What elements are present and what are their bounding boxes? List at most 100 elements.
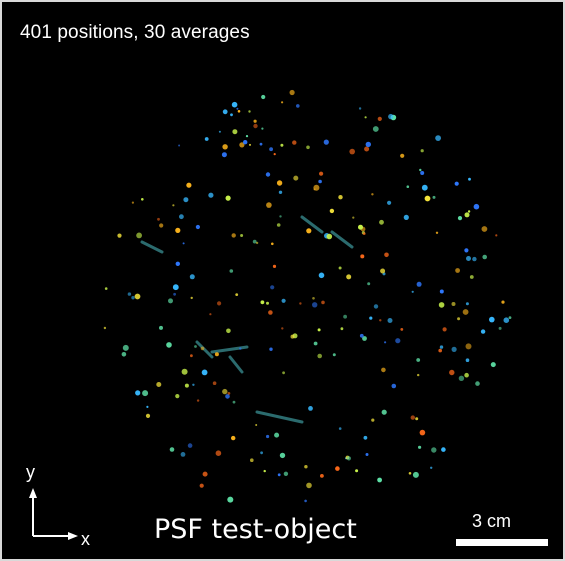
psf-point — [296, 104, 300, 108]
psf-point — [227, 496, 234, 503]
psf-point — [225, 394, 230, 399]
psf-point — [204, 137, 209, 141]
psf-point — [464, 248, 469, 253]
psf-point — [131, 201, 134, 204]
psf-point — [338, 266, 342, 270]
acquisition-info: 401 positions, 30 averages — [20, 22, 250, 43]
psf-point — [260, 300, 265, 305]
psf-point — [250, 458, 254, 463]
psf-point — [481, 226, 488, 232]
x-axis-label: x — [81, 529, 90, 549]
psf-point — [187, 443, 193, 448]
psf-point — [240, 234, 244, 237]
psf-point — [226, 328, 231, 334]
psf-point — [469, 275, 474, 279]
psf-point — [261, 94, 266, 100]
psf-point — [329, 208, 335, 214]
psf-point — [465, 302, 469, 306]
psf-point — [156, 382, 162, 387]
psf-point — [306, 228, 312, 234]
psf-point — [372, 126, 379, 132]
psf-point — [312, 302, 318, 308]
psf-streak — [330, 230, 354, 249]
psf-point — [451, 346, 457, 352]
psf-point — [175, 261, 180, 266]
psf-points — [103, 89, 512, 503]
psf-point — [381, 409, 387, 415]
psf-point — [355, 469, 359, 473]
psf-point — [432, 195, 436, 199]
psf-point — [280, 143, 284, 147]
psf-point — [387, 200, 392, 205]
psf-point — [313, 341, 318, 346]
psf-point — [221, 152, 227, 158]
psf-point — [439, 345, 444, 349]
psf-point — [103, 326, 107, 330]
psf-point — [508, 316, 512, 319]
psf-point — [266, 202, 272, 208]
y-axis-label: y — [26, 462, 35, 482]
psf-point — [218, 130, 221, 133]
psf-point — [239, 347, 242, 350]
psf-point — [367, 282, 371, 286]
psf-point — [243, 140, 248, 145]
psf-point — [308, 406, 313, 411]
psf-point — [209, 313, 212, 316]
psf-point — [377, 477, 382, 483]
psf-point — [276, 223, 281, 227]
psf-point — [127, 292, 132, 296]
psf-point — [277, 473, 281, 477]
psf-point — [343, 314, 347, 319]
psf-point — [252, 239, 257, 244]
psf-point — [480, 329, 486, 334]
psf-point — [190, 354, 193, 358]
psf-point — [424, 195, 431, 202]
psf-point — [175, 227, 181, 233]
psf-point — [261, 127, 264, 130]
psf-point — [412, 471, 419, 478]
psf-point — [468, 177, 471, 181]
psf-point — [360, 254, 365, 259]
psf-point — [304, 465, 308, 469]
psf-point — [232, 129, 238, 135]
psf-point — [379, 319, 382, 322]
psf-streak — [195, 340, 214, 359]
psf-point — [281, 298, 286, 303]
psf-point — [421, 184, 428, 191]
psf-point — [467, 210, 471, 213]
psf-point — [231, 233, 236, 238]
psf-point — [136, 232, 143, 239]
psf-point — [313, 184, 320, 191]
psf-point — [419, 429, 426, 436]
psf-point — [410, 415, 415, 420]
psf-point — [172, 284, 179, 291]
psf-point — [279, 452, 286, 459]
psf-point — [283, 471, 289, 476]
psf-point — [365, 141, 371, 148]
psf-point — [420, 149, 424, 153]
psf-point — [268, 310, 273, 315]
psf-point — [416, 281, 422, 287]
psf-point — [131, 296, 135, 300]
psf-point — [282, 371, 285, 375]
psf-point — [400, 153, 405, 158]
psf-point — [391, 383, 397, 389]
psf-point — [318, 179, 322, 184]
psf-point — [359, 333, 364, 338]
psf-streak — [140, 240, 164, 254]
psf-point — [266, 301, 269, 305]
psf-point — [498, 326, 502, 330]
psf-point — [195, 224, 200, 230]
psf-point — [253, 123, 258, 129]
psf-point — [449, 369, 455, 376]
psf-point — [135, 390, 141, 396]
psf-point — [430, 466, 433, 469]
psf-point — [159, 325, 163, 330]
psf-point — [318, 272, 325, 279]
psf-point — [236, 107, 239, 110]
psf-point — [384, 341, 387, 344]
psf-point — [202, 471, 208, 477]
psf-point — [260, 451, 263, 455]
